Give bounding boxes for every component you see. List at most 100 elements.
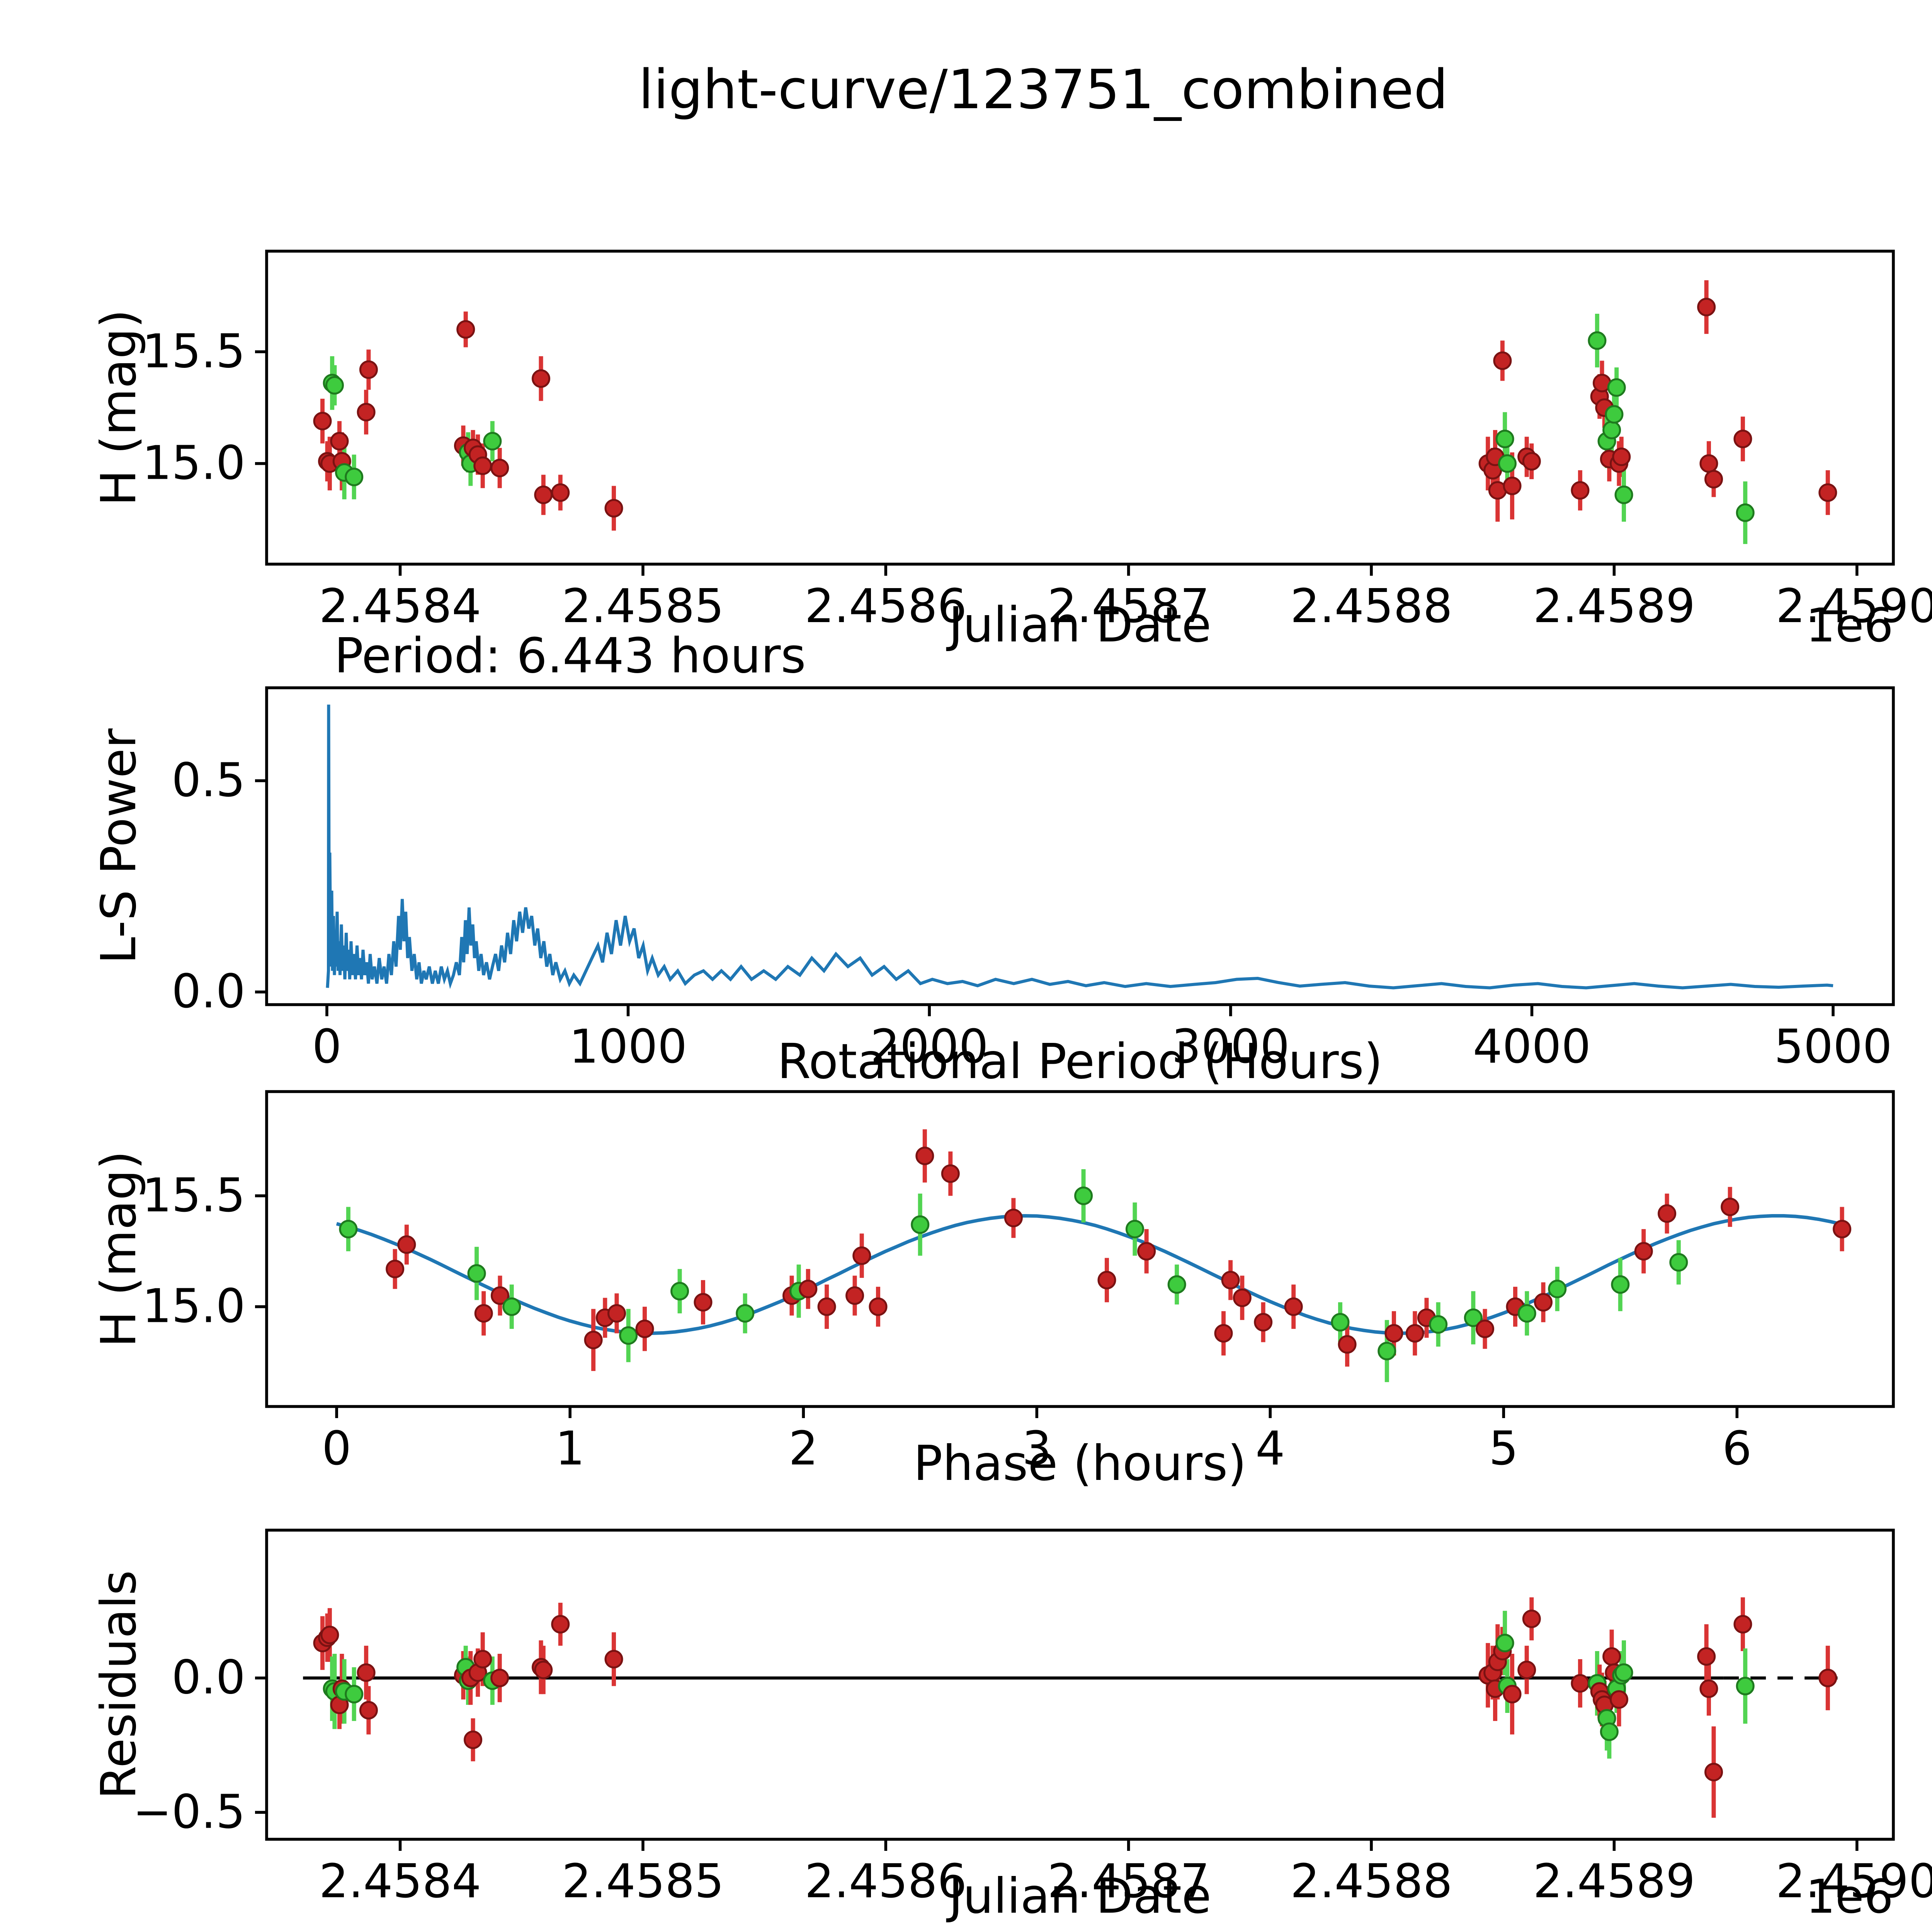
x-tick-label: 4000 xyxy=(1473,1020,1591,1074)
x-tick-label: 2.4590 xyxy=(1776,1855,1932,1908)
data-point xyxy=(339,1219,358,1238)
data-point xyxy=(817,1297,836,1316)
x-tick-label: 2.4588 xyxy=(1290,1855,1452,1908)
y-tick-label: 0.0 xyxy=(172,1651,245,1705)
data-point xyxy=(1605,405,1624,424)
x-tick-label: 2.4586 xyxy=(804,1855,967,1908)
axes-frame xyxy=(265,686,1895,1006)
data-point xyxy=(1733,429,1752,448)
data-point xyxy=(1125,1219,1144,1238)
x-tick-label: 4 xyxy=(1255,1422,1285,1476)
data-point xyxy=(1284,1297,1303,1316)
x-axis-label: Phase (hours) xyxy=(913,1435,1247,1492)
data-point xyxy=(736,1304,755,1323)
data-point xyxy=(1254,1313,1273,1332)
data-point xyxy=(911,1215,930,1234)
x-tick-label: 5 xyxy=(1489,1422,1518,1476)
data-point xyxy=(845,1286,864,1305)
data-point xyxy=(345,468,364,486)
data-point xyxy=(1097,1270,1116,1289)
data-point xyxy=(1495,429,1514,448)
data-point xyxy=(357,403,376,422)
data-point xyxy=(483,432,502,451)
data-point xyxy=(490,1668,509,1687)
period-annotation: Period: 6.443 hours xyxy=(334,628,806,684)
data-point xyxy=(1384,1324,1403,1343)
data-point xyxy=(1818,1668,1837,1687)
data-point xyxy=(1588,331,1607,350)
data-point xyxy=(852,1246,871,1265)
data-point xyxy=(1405,1324,1424,1343)
data-point xyxy=(1611,1275,1630,1294)
data-point xyxy=(491,1286,510,1305)
x-tick-label: 2 xyxy=(789,1422,818,1476)
data-point xyxy=(799,1279,818,1298)
data-point xyxy=(1704,1763,1723,1782)
data-point xyxy=(1600,1722,1619,1741)
data-point xyxy=(1571,481,1590,500)
y-axis-label: Residuals xyxy=(91,1570,147,1799)
axis-offset-label: 1e6 xyxy=(1806,1870,1893,1924)
data-point xyxy=(1004,1209,1023,1228)
data-point xyxy=(1534,1293,1553,1312)
data-point xyxy=(1475,1320,1494,1338)
data-point xyxy=(1429,1315,1448,1334)
x-tick-label: 2.4585 xyxy=(562,1855,724,1908)
data-point xyxy=(313,412,332,430)
x-tick-label: 2000 xyxy=(870,1020,988,1074)
data-point xyxy=(551,483,570,502)
data-point xyxy=(1378,1342,1396,1361)
x-tick-label: 5000 xyxy=(1774,1020,1892,1074)
data-point xyxy=(490,459,509,478)
data-point xyxy=(473,456,492,475)
data-point xyxy=(1699,1679,1718,1698)
data-point xyxy=(467,1264,486,1283)
x-axis-label: Julian Date xyxy=(946,597,1211,653)
data-point xyxy=(345,1685,364,1704)
x-tick-label: 0 xyxy=(322,1422,351,1476)
data-point xyxy=(474,1304,493,1323)
x-tick-label: 2.4590 xyxy=(1776,580,1932,633)
data-point xyxy=(607,1304,626,1323)
data-point xyxy=(1818,483,1837,502)
x-tick-label: 2.4585 xyxy=(562,580,724,633)
data-point xyxy=(1669,1253,1688,1272)
data-point xyxy=(325,376,344,395)
y-tick-label: 15.0 xyxy=(142,437,245,490)
y-axis-label: L-S Power xyxy=(91,728,147,964)
x-tick-label: 2.4589 xyxy=(1533,1855,1695,1908)
x-tick-label: 3 xyxy=(1022,1422,1051,1476)
x-tick-label: 2.4588 xyxy=(1290,580,1452,633)
data-point xyxy=(1338,1335,1357,1354)
data-point xyxy=(1548,1279,1567,1298)
data-point xyxy=(1503,1685,1522,1704)
data-point xyxy=(532,369,551,388)
data-point xyxy=(1522,452,1541,471)
data-point xyxy=(694,1293,713,1312)
data-point xyxy=(1607,378,1626,397)
data-point xyxy=(1614,1663,1633,1682)
x-tick-label: 1 xyxy=(555,1422,585,1476)
fit-curve xyxy=(336,1214,1843,1335)
data-point xyxy=(1331,1313,1350,1332)
data-point xyxy=(1833,1219,1852,1238)
data-point xyxy=(869,1297,888,1316)
panel-phase-curve: 0 1 2 3 4 5 6 15.5 15.0 Phase (hours) H (mag) xyxy=(91,1090,1895,1492)
data-point xyxy=(534,1660,553,1679)
x-tick-label: 2.4584 xyxy=(319,580,481,633)
y-tick-label: 15.0 xyxy=(142,1280,245,1333)
data-point xyxy=(1074,1186,1093,1205)
data-point xyxy=(670,1282,689,1301)
y-tick-label: 0.0 xyxy=(172,965,245,1019)
data-point xyxy=(1733,1615,1752,1634)
data-point xyxy=(1493,351,1512,370)
data-point xyxy=(1137,1242,1156,1261)
data-point xyxy=(1614,485,1633,504)
data-point xyxy=(357,1663,376,1682)
data-point xyxy=(473,1650,492,1668)
data-point xyxy=(1602,1647,1621,1666)
data-point xyxy=(386,1260,405,1279)
data-point xyxy=(1167,1275,1186,1294)
